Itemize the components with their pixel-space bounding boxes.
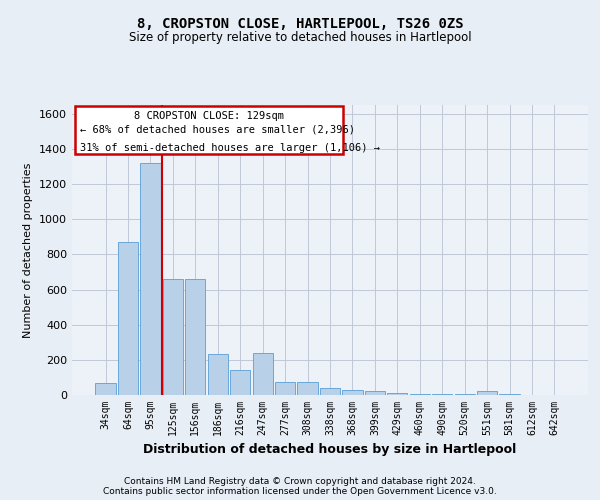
Bar (320, 388, 340, 395)
Y-axis label: Number of detached properties: Number of detached properties (23, 162, 34, 338)
Bar (163, 279, 183, 395)
Bar (410, 394, 430, 395)
Bar (208, 354, 228, 395)
Bar (455, 394, 475, 395)
Text: Size of property relative to detached houses in Hartlepool: Size of property relative to detached ho… (128, 31, 472, 44)
Bar (298, 382, 317, 395)
Bar (95, 382, 116, 395)
Text: 31% of semi-detached houses are larger (1,106) →: 31% of semi-detached houses are larger (… (80, 143, 380, 153)
Text: 8, CROPSTON CLOSE, HARTLEPOOL, TS26 0ZS: 8, CROPSTON CLOSE, HARTLEPOOL, TS26 0ZS (137, 18, 463, 32)
Bar (477, 392, 497, 395)
Text: Contains HM Land Registry data © Crown copyright and database right 2024.: Contains HM Land Registry data © Crown c… (124, 477, 476, 486)
Bar (253, 353, 273, 395)
Bar (118, 242, 138, 395)
Bar (185, 279, 205, 395)
Bar (140, 163, 161, 395)
Text: ← 68% of detached houses are smaller (2,396): ← 68% of detached houses are smaller (2,… (80, 124, 355, 134)
Bar (230, 370, 250, 395)
Bar (499, 394, 520, 395)
Text: Contains public sector information licensed under the Open Government Licence v3: Contains public sector information licen… (103, 487, 497, 496)
Bar (365, 391, 385, 395)
Bar (432, 394, 452, 395)
FancyBboxPatch shape (74, 106, 343, 154)
Bar (343, 390, 362, 395)
X-axis label: Distribution of detached houses by size in Hartlepool: Distribution of detached houses by size … (143, 444, 517, 456)
Bar (275, 382, 295, 395)
Bar (387, 393, 407, 395)
Text: 8 CROPSTON CLOSE: 129sqm: 8 CROPSTON CLOSE: 129sqm (134, 111, 284, 121)
